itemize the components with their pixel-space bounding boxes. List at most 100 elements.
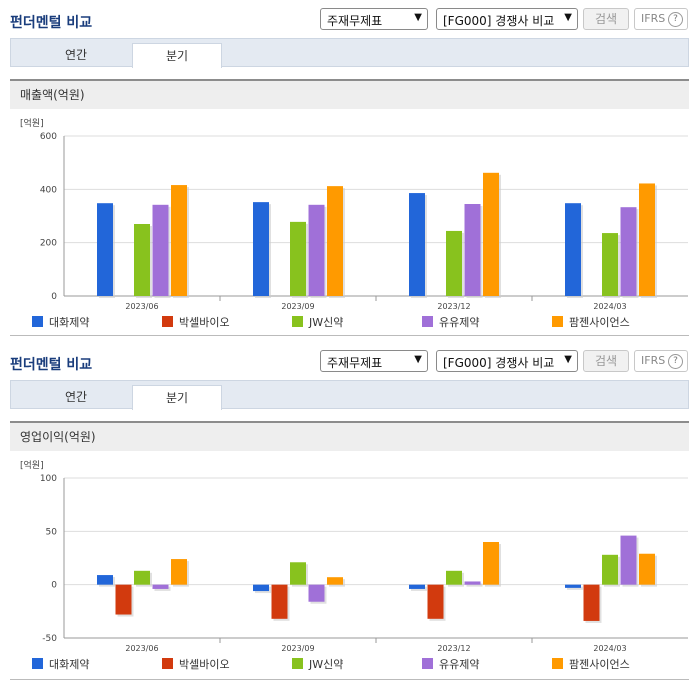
legend-swatch bbox=[292, 658, 303, 669]
y-tick-label: 600 bbox=[40, 132, 57, 142]
tab-quarterly[interactable]: 분기 bbox=[132, 385, 222, 410]
y-tick-label: 200 bbox=[40, 239, 57, 249]
legend-label: 유유제약 bbox=[439, 657, 479, 671]
legend-label: JW신약 bbox=[308, 657, 343, 671]
peer-select-value: [FG000] 경쟁사 비교 bbox=[443, 356, 555, 370]
legend-label: 유유제약 bbox=[439, 315, 479, 329]
x-tick-label: 2023/12 bbox=[437, 302, 470, 311]
y-tick-label: 0 bbox=[51, 292, 57, 302]
bar bbox=[602, 233, 618, 296]
bar bbox=[620, 207, 637, 296]
bar bbox=[409, 584, 425, 589]
ifrs-label: IFRS bbox=[641, 354, 666, 367]
legend-swatch bbox=[32, 658, 43, 669]
bar bbox=[446, 570, 462, 585]
bar bbox=[583, 584, 600, 621]
legend-swatch bbox=[552, 658, 563, 669]
search-button[interactable]: 검색 bbox=[583, 8, 629, 30]
bar bbox=[565, 584, 581, 588]
ifrs-button[interactable]: IFRS ? bbox=[634, 8, 688, 30]
revenue-panel: 펀더멘털 비교 주재무제표 ▼ [FG000] 경쟁사 비교 ▼ 검색 IFRS… bbox=[10, 8, 689, 336]
x-tick-label: 2023/09 bbox=[281, 644, 314, 653]
bar bbox=[271, 584, 288, 619]
legend-swatch bbox=[422, 316, 433, 327]
search-button[interactable]: 검색 bbox=[583, 350, 629, 372]
x-tick-label: 2023/09 bbox=[281, 302, 314, 311]
bar bbox=[134, 224, 150, 296]
legend-swatch bbox=[32, 316, 43, 327]
bar bbox=[290, 562, 306, 585]
bar bbox=[464, 581, 481, 585]
bar bbox=[308, 204, 325, 296]
chevron-down-icon: ▼ bbox=[414, 12, 422, 23]
x-tick-label: 2024/03 bbox=[593, 644, 626, 653]
y-tick-label: -50 bbox=[42, 634, 57, 644]
legend-swatch bbox=[422, 658, 433, 669]
legend-swatch bbox=[552, 316, 563, 327]
legend-label: 박셀바이오 bbox=[179, 658, 230, 671]
chart-title: 영업이익(억원) bbox=[10, 421, 689, 451]
y-tick-label: 100 bbox=[40, 474, 57, 484]
chevron-down-icon: ▼ bbox=[564, 354, 572, 365]
tab-quarterly[interactable]: 분기 bbox=[132, 43, 222, 68]
legend-label: 대화제약 bbox=[49, 657, 89, 671]
panel-title: 펀더멘털 비교 bbox=[10, 15, 93, 31]
bar bbox=[620, 535, 637, 585]
bar bbox=[427, 584, 444, 619]
statement-select-value: 주재무제표 bbox=[327, 14, 383, 28]
bar bbox=[253, 584, 269, 592]
bar bbox=[171, 559, 187, 585]
help-icon[interactable]: ? bbox=[668, 12, 683, 27]
legend-label: 박셀바이오 bbox=[179, 316, 230, 329]
statement-select[interactable]: 주재무제표 ▼ bbox=[320, 8, 428, 30]
tab-annual[interactable]: 연간 bbox=[64, 390, 88, 404]
bar-shadow bbox=[466, 583, 483, 587]
bar bbox=[409, 193, 425, 296]
chart-title: 매출액(억원) bbox=[10, 79, 689, 109]
y-axis-label: [억원] bbox=[20, 459, 44, 471]
bar bbox=[171, 185, 187, 296]
bar bbox=[152, 584, 169, 589]
bar bbox=[97, 575, 113, 585]
operating-profit-chart: -50 0 50 100 [억원] 2023/06 2023/09 2023/12 2024/0… bbox=[20, 459, 688, 671]
legend-label: JW신약 bbox=[308, 315, 343, 329]
legend-label: 팜젠사이언스 bbox=[569, 316, 630, 329]
divider bbox=[10, 679, 689, 680]
statement-select-value: 주재무제표 bbox=[327, 356, 383, 370]
bar bbox=[327, 577, 343, 585]
help-icon[interactable]: ? bbox=[668, 354, 683, 369]
operating-profit-panel: 펀더멘털 비교 주재무제표 ▼ [FG000] 경쟁사 비교 ▼ 검색 IFRS… bbox=[0, 342, 696, 684]
bar bbox=[115, 584, 132, 615]
bar bbox=[152, 204, 169, 296]
bar bbox=[134, 570, 150, 585]
bar bbox=[602, 554, 618, 585]
x-tick-label: 2023/06 bbox=[125, 302, 158, 311]
chevron-down-icon: ▼ bbox=[414, 354, 422, 365]
statement-select[interactable]: 주재무제표 ▼ bbox=[320, 350, 428, 372]
bar bbox=[565, 203, 581, 296]
bar bbox=[483, 542, 499, 585]
tab-annual[interactable]: 연간 bbox=[64, 48, 88, 62]
peer-select[interactable]: [FG000] 경쟁사 비교 ▼ bbox=[436, 350, 578, 372]
period-tabs: 연간 분기 bbox=[10, 380, 689, 410]
x-tick-label: 2023/06 bbox=[125, 644, 158, 653]
bar bbox=[639, 553, 655, 585]
y-tick-label: 50 bbox=[46, 527, 58, 537]
x-tick-label: 2023/12 bbox=[437, 644, 470, 653]
bar bbox=[446, 230, 462, 296]
y-axis-label: [억원] bbox=[20, 117, 44, 129]
legend-swatch bbox=[292, 316, 303, 327]
peer-select[interactable]: [FG000] 경쟁사 비교 ▼ bbox=[436, 8, 578, 30]
chevron-down-icon: ▼ bbox=[564, 12, 572, 23]
bar bbox=[464, 204, 481, 296]
legend-label: 대화제약 bbox=[49, 315, 89, 329]
ifrs-label: IFRS bbox=[641, 12, 666, 25]
bar bbox=[290, 221, 306, 296]
panel-title: 펀더멘털 비교 bbox=[10, 357, 93, 373]
ifrs-button[interactable]: IFRS ? bbox=[634, 350, 688, 372]
bar bbox=[327, 186, 343, 296]
legend-swatch bbox=[162, 316, 173, 327]
bar-shadow bbox=[567, 586, 583, 590]
x-tick-label: 2024/03 bbox=[593, 302, 626, 311]
y-tick-label: 0 bbox=[51, 581, 57, 591]
